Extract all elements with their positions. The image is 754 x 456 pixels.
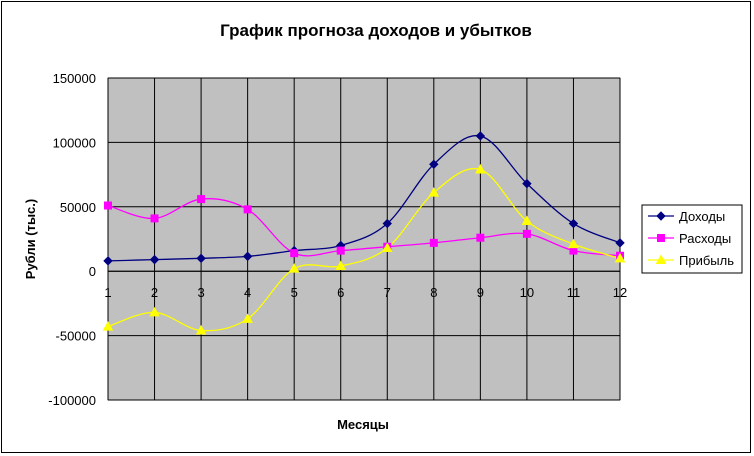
- data-point: [290, 249, 299, 258]
- x-tick-label: 9: [477, 285, 484, 300]
- x-tick-label: 2: [151, 285, 158, 300]
- data-point: [149, 254, 160, 265]
- data-point: [429, 238, 438, 247]
- x-tick-label: 12: [613, 285, 627, 300]
- data-point: [381, 242, 393, 253]
- data-point: [521, 215, 533, 225]
- data-point: [335, 260, 347, 271]
- data-point: [149, 306, 160, 317]
- y-tick-label: -100000: [48, 393, 96, 408]
- x-tick-label: 8: [430, 285, 437, 300]
- chart-title: График прогноза доходов и убытков: [220, 21, 532, 40]
- y-tick-label: 0: [89, 264, 96, 279]
- data-point: [243, 205, 252, 214]
- x-tick-labels: 1 2 3 4 5 6 7 8 9 10 11 12: [104, 285, 627, 300]
- legend-label: Прибыль: [679, 253, 734, 268]
- data-point: [104, 201, 112, 210]
- legend-label: Расходы: [679, 231, 731, 246]
- data-point: [429, 159, 439, 170]
- data-point: [242, 313, 253, 323]
- data-point: [615, 238, 625, 248]
- data-point: [428, 187, 440, 197]
- legend-label: Доходы: [679, 209, 725, 224]
- series-markers: [102, 131, 626, 335]
- data-point: [476, 233, 485, 242]
- legend-marker: [655, 254, 667, 264]
- data-point: [522, 178, 532, 189]
- y-axis-label: Рубли (тыс.): [23, 199, 38, 279]
- data-point: [196, 253, 206, 264]
- x-tick-label: 1: [104, 285, 111, 300]
- data-point: [195, 324, 207, 335]
- data-point: [102, 321, 114, 331]
- data-point: [288, 263, 300, 273]
- x-tick-label: 5: [291, 285, 298, 300]
- y-tick-label: 150000: [53, 71, 96, 86]
- data-point: [150, 214, 159, 223]
- data-point: [475, 131, 486, 141]
- x-tick-label: 6: [337, 285, 344, 300]
- y-tick-label: -50000: [56, 329, 96, 344]
- x-tick-label: 11: [567, 285, 581, 300]
- x-tick-label: 10: [520, 285, 534, 300]
- x-tick-label: 4: [244, 285, 251, 300]
- data-point: [522, 229, 531, 238]
- y-tick-labels: 150000 100000 50000 0 -50000 -100000: [48, 71, 96, 408]
- data-point: [475, 163, 486, 174]
- data-point: [568, 238, 579, 249]
- data-point: [103, 256, 113, 266]
- data-point: [197, 195, 206, 204]
- data-point: [336, 246, 345, 255]
- legend: Доходы Расходы Прибыль: [641, 204, 743, 274]
- x-tick-label: 3: [197, 285, 204, 300]
- data-point: [382, 218, 392, 229]
- legend-marker: [656, 211, 666, 221]
- data-point: [568, 218, 579, 229]
- y-tick-label: 50000: [60, 200, 96, 215]
- data-point: [242, 251, 253, 262]
- legend-marker: [657, 234, 665, 242]
- data-point: [614, 252, 626, 263]
- plot-area: [107, 77, 621, 401]
- x-tick-label: 7: [384, 285, 391, 300]
- x-axis-label: Месяцы: [337, 417, 389, 432]
- y-tick-label: 100000: [53, 135, 96, 150]
